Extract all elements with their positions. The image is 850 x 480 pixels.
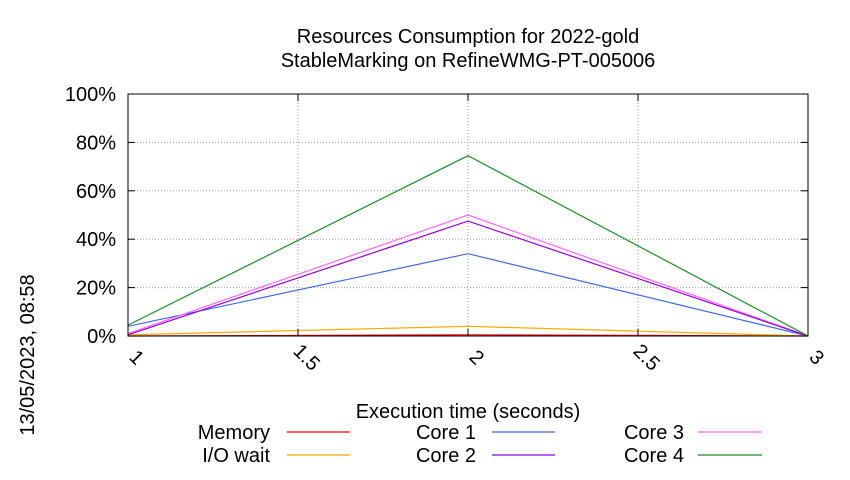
legend-label-memory: Memory bbox=[198, 422, 270, 444]
legend: Memory Core 1 Core 3 I/O wait Core 2 Core 4 bbox=[198, 422, 762, 467]
x-tick-label: 2 bbox=[465, 346, 488, 369]
series-line-core-2 bbox=[127, 220, 809, 337]
x-axis-label: Execution time (seconds) bbox=[356, 401, 581, 423]
series-line-core-4 bbox=[127, 155, 809, 337]
x-tick-label: 3 bbox=[805, 346, 828, 369]
chart-title-line1: Resources Consumption for 2022-gold bbox=[297, 26, 639, 48]
y-tick-label: 80% bbox=[76, 132, 116, 154]
legend-label-core-3: Core 3 bbox=[624, 422, 684, 444]
y-tick-label: 20% bbox=[76, 278, 116, 300]
x-tick-label: 1 bbox=[125, 346, 148, 369]
y-tick-label: 40% bbox=[76, 229, 116, 251]
series-layer bbox=[127, 155, 809, 337]
legend-label-core-2: Core 2 bbox=[416, 445, 476, 467]
y-tick-label: 0% bbox=[87, 326, 116, 348]
legend-label-i-o-wait: I/O wait bbox=[202, 445, 270, 467]
series-line-i-o-wait bbox=[127, 325, 809, 337]
legend-label-core-1: Core 1 bbox=[416, 422, 476, 444]
chart-title-line2: StableMarking on RefineWMG-PT-005006 bbox=[281, 50, 656, 72]
y-tick-label: 60% bbox=[76, 181, 116, 203]
x-tick-label: 2.5 bbox=[629, 340, 664, 375]
x-tick-label: 1.5 bbox=[289, 340, 324, 375]
series-line-core-3 bbox=[127, 214, 809, 337]
series-line-core-1 bbox=[127, 253, 809, 337]
y-tick-label: 100% bbox=[65, 84, 116, 106]
y-axis-ticks: 0% 20% 40% 60% 80% 100% bbox=[65, 84, 808, 348]
timestamp-label: 13/05/2023, 08:58 bbox=[17, 274, 39, 435]
legend-label-core-4: Core 4 bbox=[624, 445, 684, 467]
